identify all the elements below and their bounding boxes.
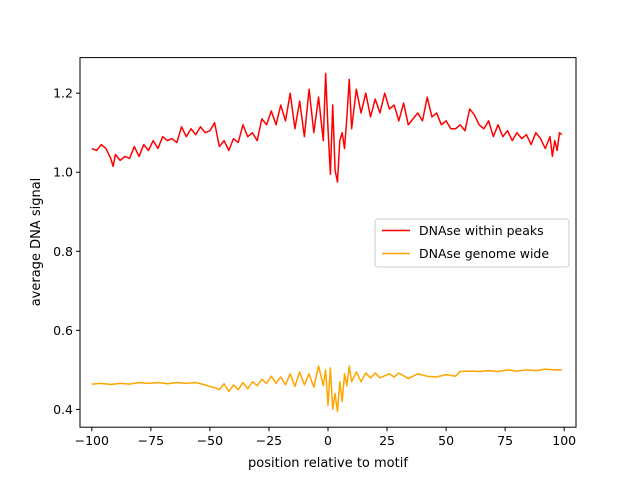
- y-tick-label: 0.6: [53, 323, 73, 338]
- x-tick-label: 100: [552, 433, 576, 448]
- legend: DNAse within peaks DNAse genome wide: [374, 218, 570, 268]
- y-tick-label: 1.0: [53, 165, 73, 180]
- series-lines: [91, 72, 563, 413]
- x-tick-label: 25: [379, 433, 395, 448]
- x-tick-label: −25: [256, 433, 282, 448]
- x-tick-label: −100: [75, 433, 109, 448]
- legend-label-genome: DNAse genome wide: [419, 246, 549, 261]
- y-axis-ticks: 0.4 0.6 0.8 1.0 1.2: [53, 86, 80, 417]
- x-axis-ticks: −100 −75 −50 −25 0 25 50 75 100: [75, 427, 576, 448]
- x-tick-label: −75: [138, 433, 164, 448]
- legend-box: [374, 218, 570, 268]
- y-axis-label: average DNA signal: [29, 178, 44, 307]
- x-tick-label: 75: [497, 433, 513, 448]
- x-tick-label: 50: [438, 433, 454, 448]
- y-tick-label: 0.8: [53, 244, 73, 259]
- series-line-dnase-within-peaks: [91, 72, 563, 183]
- x-axis-label: position relative to motif: [248, 456, 408, 471]
- y-tick-label: 1.2: [53, 86, 73, 101]
- legend-label-peaks: DNAse within peaks: [419, 223, 544, 238]
- series-line-dnase-genome-wide: [91, 365, 562, 413]
- x-tick-label: −50: [197, 433, 223, 448]
- x-tick-label: 0: [324, 433, 332, 448]
- y-tick-label: 0.4: [53, 402, 73, 417]
